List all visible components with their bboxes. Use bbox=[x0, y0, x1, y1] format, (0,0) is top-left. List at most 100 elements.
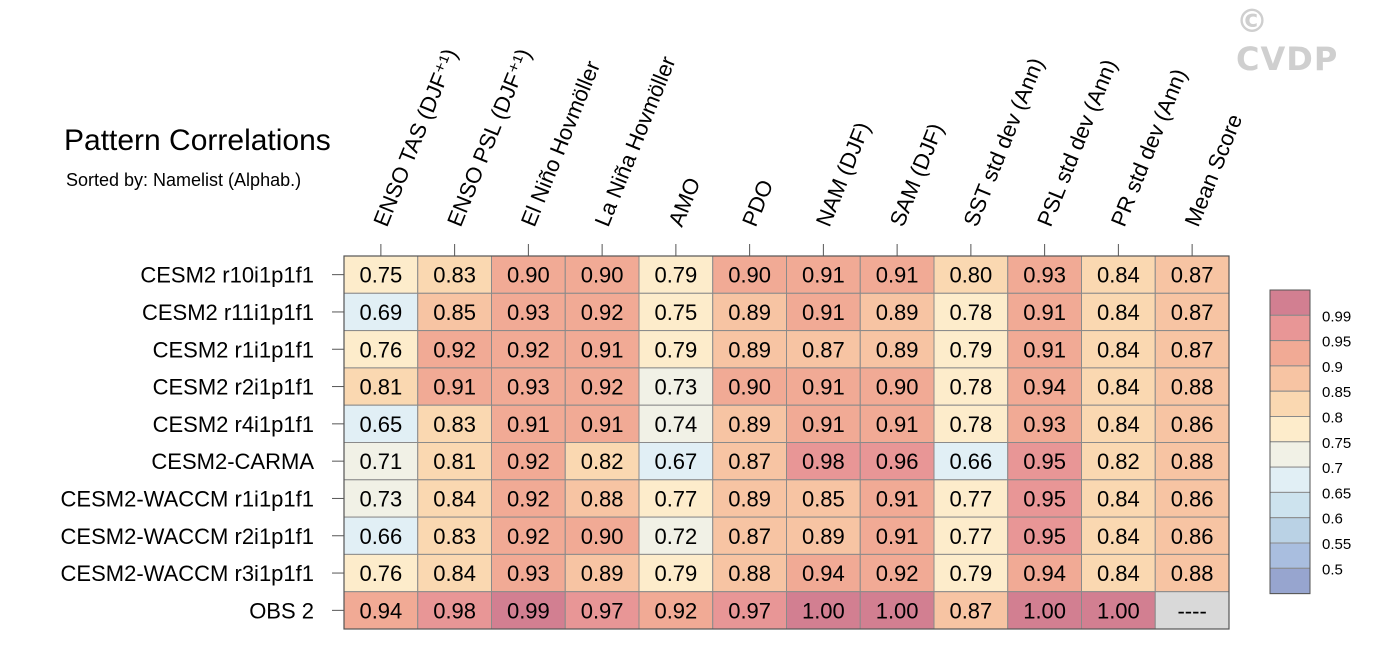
heatmap-cell bbox=[638, 516, 714, 555]
heatmap-cell bbox=[417, 442, 492, 481]
cell-value: 1.00 bbox=[1097, 598, 1140, 623]
heatmap-cell bbox=[1007, 404, 1082, 444]
row-label: CESM2 r1i1p1f1 bbox=[153, 337, 314, 362]
cell-value: 0.81 bbox=[433, 449, 476, 474]
cell-value: 0.89 bbox=[728, 337, 771, 362]
heatmap-cell bbox=[638, 442, 714, 481]
chart-title: Pattern Correlations bbox=[64, 124, 331, 157]
cell-value: 0.92 bbox=[433, 337, 476, 362]
heatmap-cell bbox=[491, 516, 566, 555]
cell-value: 0.86 bbox=[1171, 412, 1214, 437]
cell-value: 0.91 bbox=[1023, 337, 1066, 362]
cell-value: 0.87 bbox=[728, 449, 771, 474]
cell-value: 0.78 bbox=[949, 300, 992, 325]
cell-value: 0.81 bbox=[359, 375, 402, 400]
heatmap-cell bbox=[786, 330, 861, 369]
heatmap-cell bbox=[638, 292, 714, 332]
cell-value: 0.83 bbox=[433, 412, 476, 437]
cell-value: 0.88 bbox=[1171, 375, 1214, 400]
cell-value: 0.96 bbox=[876, 449, 919, 474]
cell-value: 0.89 bbox=[728, 412, 771, 437]
cell-value: 0.91 bbox=[581, 412, 624, 437]
cell-value: 0.75 bbox=[359, 263, 402, 288]
heatmap-cell bbox=[859, 330, 935, 369]
cell-value: 0.80 bbox=[949, 263, 992, 288]
heatmap-cell bbox=[859, 255, 935, 294]
colorbar-swatch bbox=[1269, 542, 1311, 569]
heatmap-cell bbox=[564, 404, 640, 444]
heatmap-cell bbox=[1081, 442, 1156, 481]
colorbar-swatch bbox=[1269, 441, 1311, 468]
heatmap-cell bbox=[1007, 442, 1082, 481]
cell-value: 0.98 bbox=[433, 598, 476, 623]
row-label: CESM2-WACCM r1i1p1f1 bbox=[61, 486, 314, 511]
cell-value: 0.83 bbox=[433, 524, 476, 549]
cell-value: 0.95 bbox=[1023, 524, 1066, 549]
cell-value: 0.77 bbox=[949, 524, 992, 549]
colorbar-label: 0.9 bbox=[1322, 359, 1343, 376]
heatmap-cell bbox=[933, 516, 1009, 555]
cell-value: 0.91 bbox=[507, 412, 550, 437]
cell-value: 0.79 bbox=[654, 263, 697, 288]
heatmap-cell bbox=[1081, 591, 1156, 630]
row-label: CESM2 r4i1p1f1 bbox=[153, 412, 314, 437]
cell-value: 0.93 bbox=[507, 375, 550, 400]
heatmap-cell bbox=[343, 367, 419, 406]
heatmap-cell bbox=[786, 404, 861, 444]
heatmap-cell bbox=[712, 404, 787, 444]
column-label: AMO bbox=[663, 174, 705, 230]
heatmap-cell bbox=[933, 442, 1009, 481]
colorbar-swatch bbox=[1269, 390, 1311, 418]
cell-value: 0.89 bbox=[802, 524, 845, 549]
cell-value: 0.87 bbox=[728, 524, 771, 549]
cell-value: 0.85 bbox=[433, 300, 476, 325]
cell-value: 0.94 bbox=[802, 561, 845, 586]
cvdp-watermark: © CVDP bbox=[1236, 2, 1339, 78]
colorbar-swatch bbox=[1269, 314, 1311, 342]
cell-value: 0.92 bbox=[581, 375, 624, 400]
cell-value: 0.72 bbox=[654, 524, 697, 549]
cell-value: 0.92 bbox=[507, 337, 550, 362]
column-label: ENSO TAS (DJF⁺¹) bbox=[368, 45, 462, 230]
colorbar-swatch bbox=[1269, 416, 1311, 443]
column-label: NAM (DJF) bbox=[811, 119, 875, 230]
colorbar-label: 0.85 bbox=[1322, 384, 1351, 401]
heatmap-cell bbox=[786, 516, 861, 555]
cell-value: 0.95 bbox=[1023, 449, 1066, 474]
cell-value: 0.84 bbox=[1097, 337, 1140, 362]
row-labels: CESM2 r10i1p1f1 CESM2 r11i1p1f1 CESM2 r1i1… bbox=[61, 263, 344, 623]
cell-value: 0.90 bbox=[507, 263, 550, 288]
cell-value: 0.71 bbox=[359, 449, 402, 474]
cell-value: 0.97 bbox=[581, 598, 624, 623]
heatmap-cell bbox=[1007, 479, 1082, 518]
cell-value: 0.94 bbox=[359, 598, 402, 623]
cell-value: 0.84 bbox=[1097, 412, 1140, 437]
cell-value: 0.95 bbox=[1023, 486, 1066, 511]
cell-value: 0.85 bbox=[802, 486, 845, 511]
colorbar-swatch bbox=[1269, 365, 1311, 392]
heatmap-cell bbox=[786, 553, 861, 593]
heatmap-cell bbox=[417, 292, 492, 332]
cell-value: 0.89 bbox=[876, 337, 919, 362]
heatmap-cell bbox=[712, 292, 787, 332]
cell-value: 0.79 bbox=[949, 337, 992, 362]
cell-value: 0.79 bbox=[949, 561, 992, 586]
heatmap-cell bbox=[564, 292, 640, 332]
heatmap-cell bbox=[564, 553, 640, 593]
cell-value: 0.92 bbox=[581, 300, 624, 325]
heatmap-cell bbox=[933, 591, 1009, 630]
cell-value: 0.90 bbox=[581, 524, 624, 549]
cell-value: 0.87 bbox=[802, 337, 845, 362]
heatmap-cell bbox=[1007, 255, 1082, 294]
cell-value: 0.73 bbox=[359, 486, 402, 511]
heatmap-cell bbox=[1007, 367, 1082, 406]
colorbar-label: 0.65 bbox=[1322, 485, 1351, 502]
cell-value: 0.69 bbox=[359, 300, 402, 325]
cell-value: 0.97 bbox=[728, 598, 771, 623]
heatmap-cell bbox=[564, 330, 640, 369]
heatmap-cell bbox=[786, 591, 861, 630]
cell-value: 0.83 bbox=[433, 263, 476, 288]
heatmap-cell bbox=[491, 404, 566, 444]
